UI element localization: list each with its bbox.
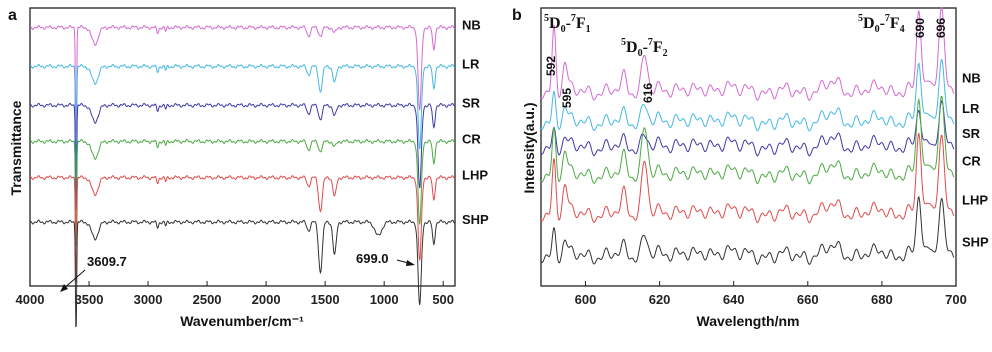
- panel-a-xtick-label: 4000: [16, 292, 45, 307]
- panel-b-xtick-label: 640: [723, 292, 745, 307]
- panel-a-xtick-label: 500: [432, 292, 454, 307]
- panel-a-series-label: SHP: [462, 212, 489, 227]
- transition-label-f1: 5D0-7F1: [544, 13, 591, 35]
- panel-b-series-line: [540, 99, 955, 157]
- panel-b-ylabel: Intensity(a.u.): [521, 102, 537, 193]
- annotation-699: 699.0: [356, 251, 389, 266]
- panel-a-series-label: CR: [462, 131, 481, 146]
- panel-a-xtick-label: 1000: [370, 292, 399, 307]
- panel-a-frame: [29, 7, 456, 287]
- panel-b-series-line: [540, 95, 955, 185]
- panel-b-series-label: CR: [962, 154, 981, 169]
- annotation-699-arrowhead: [406, 260, 415, 266]
- panel-a-xtick-label: 2500: [193, 292, 222, 307]
- panel-b-letter: b: [512, 7, 522, 24]
- annotation-3609-arrowhead: [60, 284, 68, 292]
- panel-b-xtick-label: 620: [649, 292, 671, 307]
- annotation-3609: 3609.7: [87, 254, 127, 269]
- panel-b-plot: 600 620 640 660 680 700 NB LR SR CR LHP SHP: [540, 6, 989, 307]
- panel-a-series-label: LR: [462, 56, 480, 71]
- panel-a-xtick-label: 1500: [311, 292, 340, 307]
- panel-a-xlabel: Wavenumber/cm⁻¹: [180, 313, 304, 329]
- panel-b-xtick-label: 600: [575, 292, 597, 307]
- panel-b-series-label: NB: [962, 70, 981, 85]
- panel-b-series-line: [540, 195, 955, 266]
- panel-b-series-label: LR: [962, 101, 980, 116]
- peak-label-616: 616: [641, 83, 655, 103]
- svg-text:5D0-7F4: 5D0-7F4: [858, 13, 905, 35]
- svg-text:5D0-7F2: 5D0-7F2: [621, 37, 668, 59]
- panel-a-series-label: LHP: [462, 168, 488, 183]
- panel-b-series-line: [540, 58, 955, 132]
- panel-a-series-label: NB: [462, 17, 481, 32]
- panel-b-series-line: [540, 6, 955, 102]
- panel-a-letter: a: [8, 7, 17, 24]
- panel-a-series-line: [29, 24, 456, 133]
- peak-label-696: 696: [934, 18, 948, 38]
- panel-b-series-line: [540, 132, 955, 224]
- panel-b-frame: [540, 7, 957, 287]
- transition-label-f4: 5D0-7F4: [858, 13, 905, 35]
- panel-a-plot: 4000 3500 3000 2500 2000 1500 1000 500 NB LR SR CR L…: [16, 17, 489, 328]
- panel-b-xtick-label: 680: [871, 292, 893, 307]
- panel-a-series-line: [29, 138, 455, 247]
- svg-text:5D0-7F1: 5D0-7F1: [544, 13, 591, 35]
- peak-label-690: 690: [913, 18, 927, 38]
- peak-label-595: 595: [560, 88, 574, 108]
- panel-b-series-label: LHP: [962, 193, 988, 208]
- panel-a-xtick-label: 3000: [134, 292, 163, 307]
- panel-b-xtick-label: 660: [797, 292, 819, 307]
- panel-a-series-label: SR: [462, 95, 481, 110]
- panel-b-xtick-label: 700: [945, 292, 967, 307]
- panel-b-series-label: SHP: [962, 234, 989, 249]
- panel-b-xlabel: Wavelength/nm: [697, 313, 800, 329]
- panel-b-series-label: SR: [962, 126, 981, 141]
- panel-a-series-line: [29, 63, 455, 172]
- transition-label-f2: 5D0-7F2: [621, 37, 668, 59]
- panel-a-xtick-label: 2000: [252, 292, 281, 307]
- panel-a-series-line: [29, 175, 455, 284]
- panel-a-ylabel: Transmittance: [8, 100, 24, 195]
- peak-label-592: 592: [544, 56, 558, 76]
- panel-a-series-line: [29, 219, 456, 328]
- panel-a-xtick-label: 3500: [75, 292, 104, 307]
- panel-a-series-line: [29, 102, 455, 211]
